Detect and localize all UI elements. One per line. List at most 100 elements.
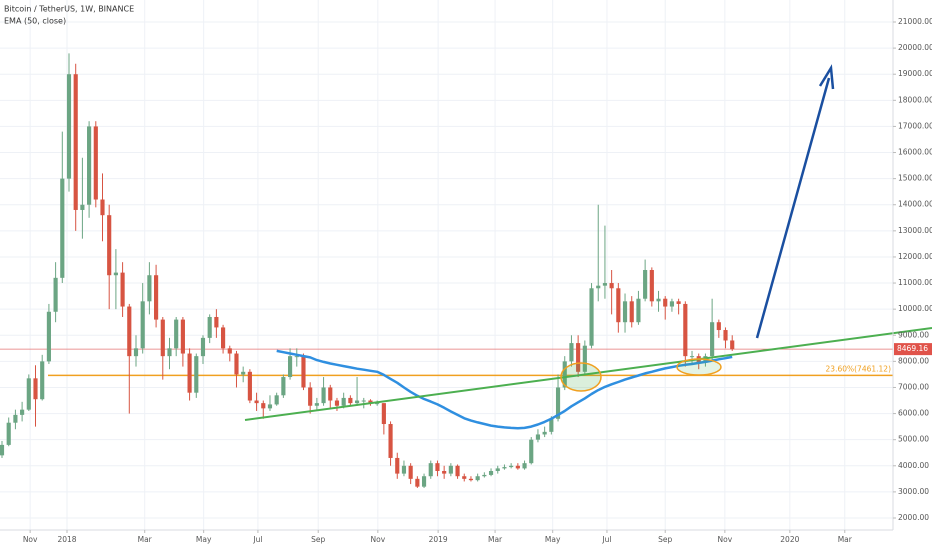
candle-body	[576, 343, 581, 372]
candle-body	[267, 404, 273, 409]
candle-body	[328, 387, 333, 401]
candle-body	[596, 285, 601, 289]
candle-body	[730, 340, 735, 350]
x-tick-label: 2019	[429, 535, 448, 544]
candle-body	[294, 356, 299, 358]
candle-body	[401, 465, 407, 474]
candle-body	[80, 204, 85, 210]
candle-body	[475, 476, 480, 481]
candle-body	[147, 275, 152, 302]
y-tick-label: 14000.00	[898, 200, 932, 209]
candle-body	[20, 409, 25, 415]
candle-body	[348, 397, 353, 404]
x-tick-label: Jul	[601, 535, 611, 544]
x-tick-label: Jul	[252, 535, 262, 544]
candle-body	[26, 378, 31, 410]
y-tick-label: 17000.00	[898, 121, 932, 130]
y-tick-label: 10000.00	[898, 304, 932, 313]
candle-body	[509, 465, 514, 468]
candle-body	[73, 74, 78, 210]
x-tick-label: Nov	[371, 535, 386, 544]
candle-body	[689, 356, 695, 358]
fib-level-label: 23.60%(7461.12)	[826, 364, 892, 373]
candle-body	[502, 467, 507, 469]
candle-body	[495, 468, 500, 472]
y-tick-label: 4000.00	[898, 461, 929, 470]
candle-body	[187, 353, 192, 393]
candle-body	[53, 277, 58, 312]
arrow-shaft	[755, 77, 831, 339]
candle-body	[33, 378, 38, 400]
candle-body	[529, 439, 534, 464]
candle-body	[120, 272, 125, 307]
candle-body	[515, 465, 520, 469]
candle-body	[549, 418, 554, 432]
candle-body	[663, 298, 668, 307]
candle-body	[160, 319, 165, 357]
x-tick-label: May	[196, 535, 212, 544]
candle-body	[569, 343, 574, 362]
candle-body	[341, 397, 346, 406]
y-tick-label: 19000.00	[898, 69, 932, 78]
candle-body	[6, 422, 11, 445]
x-tick-label: Nov	[718, 535, 733, 544]
candle-body	[140, 301, 145, 349]
candle-body	[676, 301, 681, 304]
candle-body	[0, 444, 5, 456]
y-tick-label: 16000.00	[898, 148, 932, 157]
candle-body	[180, 319, 185, 354]
highlight-ellipse	[560, 362, 602, 392]
candle-body	[522, 463, 527, 469]
x-tick-label: Mar	[838, 535, 853, 544]
candle-body	[334, 400, 340, 406]
x-tick-label: Mar	[138, 535, 153, 544]
candle-body	[381, 403, 386, 425]
y-tick-label: 3000.00	[898, 487, 929, 496]
candle-body	[247, 371, 252, 401]
candle-body	[66, 74, 72, 179]
indicator-label: EMA (50, close)	[4, 17, 66, 26]
candle-body	[482, 474, 487, 477]
candle-body	[602, 283, 608, 286]
y-tick-label: 21000.00	[898, 17, 932, 26]
y-tick-label: 5000.00	[898, 435, 929, 444]
candle-body	[629, 301, 634, 323]
candle-body	[542, 431, 547, 435]
y-tick-label: 8000.00	[898, 356, 929, 365]
candle-body	[408, 465, 413, 479]
candle-body	[415, 478, 420, 487]
candle-body	[368, 400, 373, 404]
y-tick-label: 2000.00	[898, 513, 929, 522]
candle-body	[321, 387, 326, 404]
ema-line	[276, 349, 733, 430]
candle-body	[354, 400, 360, 404]
chart-title: Bitcoin / TetherUS, 1W, BINANCE	[4, 5, 134, 14]
candle-body	[462, 476, 467, 479]
candle-body	[361, 400, 366, 402]
candle-body	[274, 395, 279, 405]
y-tick-label: 9000.00	[898, 330, 929, 339]
candle-body	[100, 199, 105, 216]
x-tick-label: Sep	[311, 535, 325, 544]
candle-body	[669, 301, 675, 307]
candle-body	[442, 471, 447, 474]
candle-body	[113, 272, 118, 276]
candle-body	[241, 371, 246, 375]
candle-body	[388, 424, 393, 458]
highlight-ellipse	[676, 358, 722, 376]
last-price-tag	[894, 343, 932, 356]
candle-body	[609, 283, 614, 289]
candle-body	[395, 457, 400, 474]
candle-body	[435, 463, 440, 472]
candle-body	[535, 434, 541, 440]
candle-body	[636, 298, 641, 323]
candle-body	[214, 316, 219, 328]
candle-body	[254, 400, 259, 404]
candle-body	[468, 478, 474, 481]
candle-body	[643, 269, 648, 299]
x-tick-label: May	[545, 535, 561, 544]
candle-body	[281, 377, 286, 396]
y-tick-label: 18000.00	[898, 95, 932, 104]
grid	[0, 0, 893, 530]
